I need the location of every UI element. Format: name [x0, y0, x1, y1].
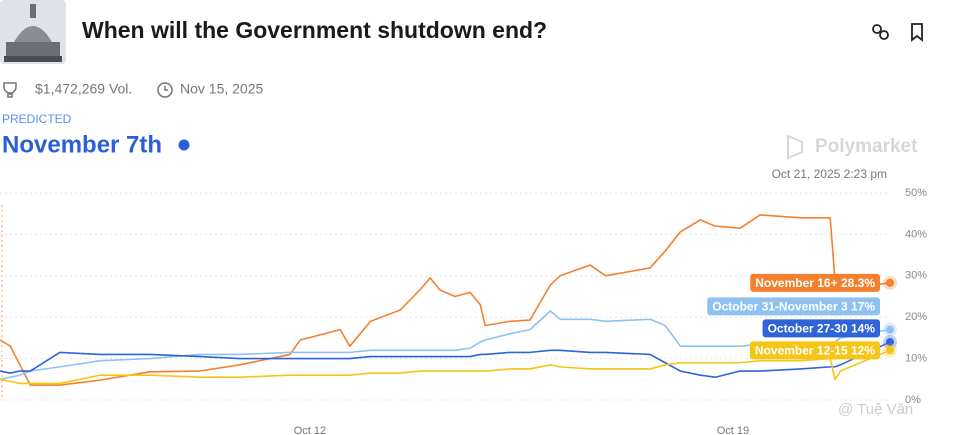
brand-logo [787, 134, 803, 160]
end-label: November 16+ 28.3% [750, 273, 880, 292]
end-label-box [749, 341, 880, 360]
brand: Polymarket [815, 136, 918, 157]
x-tick-label: Oct 19 [717, 425, 749, 435]
y-tick-label: 50% [905, 187, 927, 199]
end-label-box [750, 273, 880, 292]
end-label-text: October 27-30 14% [768, 321, 876, 335]
series-line [0, 349, 891, 385]
value-label: 12% [851, 343, 875, 357]
end-dot [886, 346, 894, 355]
y-tick-label: 30% [905, 270, 927, 282]
volume: $1,472,269 Vol. [35, 81, 132, 97]
end-label-text: November 12-15 12% [755, 343, 875, 357]
y-tick-label: 0% [905, 394, 921, 406]
predicted-outcome: November 7th [2, 131, 162, 158]
clock-icon [157, 82, 173, 98]
series-line [0, 310, 891, 381]
link-button[interactable] [872, 24, 889, 40]
series-name: November 16+ [755, 276, 837, 290]
series-name: October 31-November 3 [712, 299, 848, 313]
watermark: @ Tuệ Văn [838, 401, 913, 418]
value-label: 14% [851, 321, 875, 335]
end-date: Nov 15, 2025 [180, 81, 263, 97]
end-dot [886, 278, 894, 287]
market-image [0, 0, 66, 64]
series-name: October 27-30 [768, 321, 848, 335]
chart: 0% 10% 20% 30% 40% 50% Oct 12 Oct 19 November 16… [0, 187, 927, 435]
trophy-icon [3, 82, 17, 98]
timestamp: Oct 21, 2025 2:23 pm [772, 167, 887, 181]
series-line [0, 214, 891, 386]
x-tick-label: Oct 12 [294, 425, 326, 435]
end-label: October 31-November 3 17% [707, 297, 880, 316]
y-tick-label: 20% [905, 311, 927, 323]
bookmark-button[interactable] [911, 23, 923, 42]
end-label-text: October 31-November 3 17% [712, 299, 875, 313]
value-label: 28.3% [841, 276, 875, 290]
end-label-box [707, 297, 880, 316]
end-dot [886, 325, 894, 334]
y-tick-label: 40% [905, 228, 927, 240]
end-label-box [762, 319, 880, 338]
series-line [0, 341, 891, 379]
end-dot [886, 338, 894, 347]
end-label: November 12-15 12% [749, 341, 880, 360]
info-icon[interactable] [178, 139, 190, 151]
predicted-label: PREDICTED [2, 112, 72, 126]
market-title: When will the Government shutdown end? [82, 17, 547, 43]
end-label-text: November 16+ 28.3% [755, 276, 875, 290]
value-label: 17% [851, 299, 875, 313]
end-label: October 27-30 14% [762, 319, 880, 338]
y-tick-label: 10% [905, 353, 927, 365]
series-name: November 12-15 [755, 343, 848, 357]
